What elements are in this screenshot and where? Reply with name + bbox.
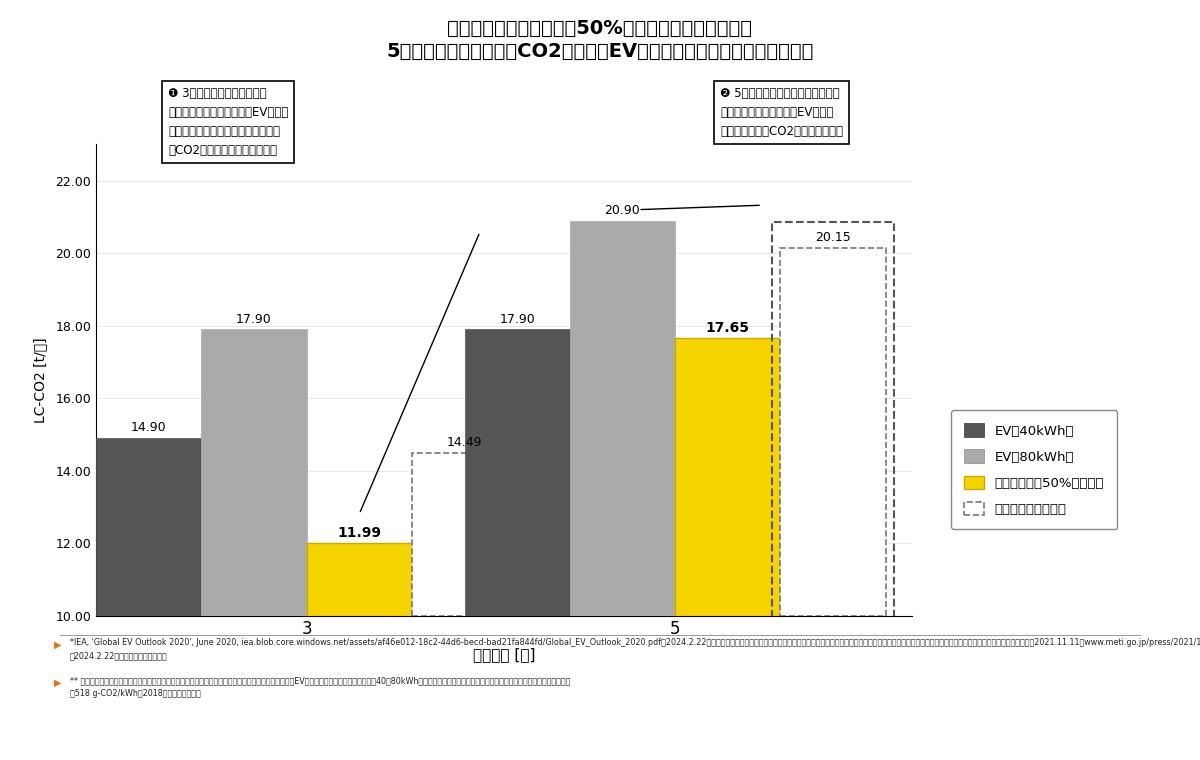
- Text: 17.90: 17.90: [499, 312, 535, 325]
- Text: ❷ 5年間走行期間を経たとしても、
リマニ車であれば依然、EVよりも
ライフサイクルCO2排出量が少ない: ❷ 5年間走行期間を経たとしても、 リマニ車であれば依然、EVよりも ライフサイ…: [720, 87, 842, 138]
- Text: 20.90: 20.90: [605, 204, 641, 217]
- X-axis label: 走行年数 [年]: 走行年数 [年]: [473, 647, 535, 662]
- Text: ガソリン車の製造工程の50%をリマニ化することで、: ガソリン車の製造工程の50%をリマニ化することで、: [448, 19, 752, 38]
- Bar: [773, 223, 894, 617]
- Text: 14.90: 14.90: [131, 421, 167, 435]
- Text: 17.90: 17.90: [236, 312, 272, 325]
- Text: 20.15: 20.15: [815, 231, 851, 244]
- Bar: [306, 543, 412, 616]
- Text: 5年間のライフサイクルCO2排出量をEV以下の水準に抑えることができる: 5年間のライフサイクルCO2排出量をEV以下の水準に抑えることができる: [386, 42, 814, 61]
- Y-axis label: LC-CO2 [t/台]: LC-CO2 [t/台]: [32, 337, 47, 423]
- Bar: [412, 453, 517, 616]
- Bar: [780, 248, 886, 616]
- Bar: [570, 220, 676, 616]
- Bar: [676, 338, 780, 616]
- Legend: EV（40kWh）, EV（80kWh）, エンジン車（50%リマニ）, エンジン車（新車）: EV（40kWh）, EV（80kWh）, エンジン車（50%リマニ）, エンジ…: [952, 410, 1117, 529]
- Text: 11.99: 11.99: [337, 526, 382, 540]
- Text: *IEA, 'Global EV Outlook 2020', June 2020, iea.blob.core.windows.net/assets/af46: *IEA, 'Global EV Outlook 2020', June 202…: [70, 638, 1200, 660]
- Bar: [202, 329, 306, 616]
- Bar: [464, 329, 570, 616]
- Bar: [96, 438, 202, 616]
- Text: ▶: ▶: [54, 640, 61, 650]
- Text: 17.65: 17.65: [706, 321, 750, 334]
- Text: ▶: ▶: [54, 678, 61, 688]
- Text: ** エンジン車は普通ガソリン車を想定。リマニ製品のリユース・修復にかかる排出は考慮していない。EVについては現在一般的な蓄電容量40／80kWhで比較している: ** エンジン車は普通ガソリン車を想定。リマニ製品のリユース・修復にかかる排出は…: [70, 676, 570, 698]
- Text: 14.49: 14.49: [446, 436, 482, 449]
- Text: ❶ 3年間走行した時点では、
いずれのバッテリー容量のEVよりも
リマニ車の方が低排出に抑えられる
（CO2排出削減で圧倒的優位）: ❶ 3年間走行した時点では、 いずれのバッテリー容量のEVよりも リマニ車の方が…: [168, 87, 288, 157]
